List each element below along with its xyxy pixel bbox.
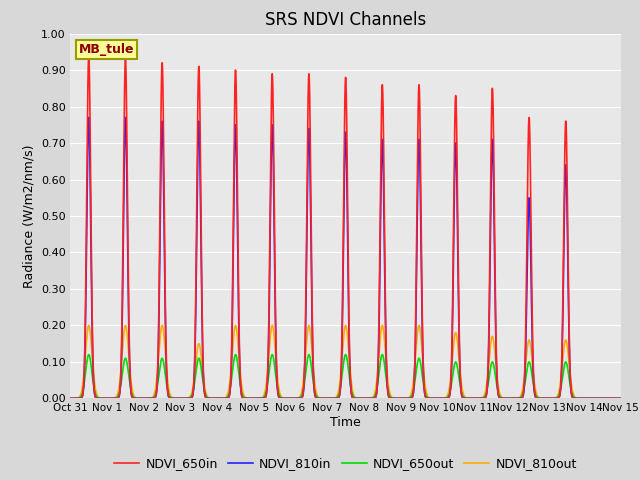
NDVI_650out bbox=[179, 396, 186, 401]
NDVI_810out bbox=[500, 396, 508, 401]
NDVI_810in bbox=[617, 396, 625, 401]
NDVI_650out bbox=[422, 391, 429, 397]
NDVI_650in bbox=[273, 361, 280, 367]
NDVI_810in bbox=[179, 396, 186, 401]
NDVI_810out bbox=[273, 364, 280, 370]
Line: NDVI_810out: NDVI_810out bbox=[70, 325, 621, 398]
NDVI_650out bbox=[500, 396, 508, 401]
NDVI_650out bbox=[273, 378, 280, 384]
NDVI_650out bbox=[617, 396, 625, 401]
Legend: NDVI_650in, NDVI_810in, NDVI_650out, NDVI_810out: NDVI_650in, NDVI_810in, NDVI_650out, NDV… bbox=[109, 452, 582, 475]
NDVI_810in bbox=[615, 396, 623, 401]
NDVI_810in bbox=[422, 394, 429, 400]
Line: NDVI_810in: NDVI_810in bbox=[70, 118, 621, 398]
Y-axis label: Radiance (W/m2/nm/s): Radiance (W/m2/nm/s) bbox=[22, 144, 35, 288]
NDVI_810out bbox=[85, 323, 93, 328]
Line: NDVI_650in: NDVI_650in bbox=[70, 56, 621, 398]
NDVI_650in bbox=[500, 396, 508, 401]
Line: NDVI_650out: NDVI_650out bbox=[70, 355, 621, 398]
NDVI_650out bbox=[67, 396, 74, 401]
NDVI_650in bbox=[179, 396, 186, 401]
NDVI_810out bbox=[179, 396, 186, 401]
NDVI_650in bbox=[85, 53, 93, 59]
NDVI_810out bbox=[422, 385, 429, 391]
NDVI_650in bbox=[422, 394, 429, 400]
X-axis label: Time: Time bbox=[330, 416, 361, 429]
Text: MB_tule: MB_tule bbox=[79, 43, 134, 56]
NDVI_650out bbox=[184, 396, 192, 401]
NDVI_650in bbox=[184, 396, 192, 401]
NDVI_810out bbox=[67, 396, 74, 401]
NDVI_810in bbox=[67, 396, 74, 401]
NDVI_810out bbox=[184, 395, 192, 401]
NDVI_810in bbox=[184, 396, 192, 401]
NDVI_650in bbox=[617, 396, 625, 401]
NDVI_810in bbox=[273, 367, 280, 372]
Title: SRS NDVI Channels: SRS NDVI Channels bbox=[265, 11, 426, 29]
NDVI_810in bbox=[85, 115, 93, 120]
NDVI_650out bbox=[85, 352, 93, 358]
NDVI_810out bbox=[617, 396, 625, 401]
NDVI_810in bbox=[500, 396, 508, 401]
NDVI_650in bbox=[615, 396, 623, 401]
NDVI_650out bbox=[615, 396, 623, 401]
NDVI_810out bbox=[615, 396, 623, 401]
NDVI_650in bbox=[67, 396, 74, 401]
